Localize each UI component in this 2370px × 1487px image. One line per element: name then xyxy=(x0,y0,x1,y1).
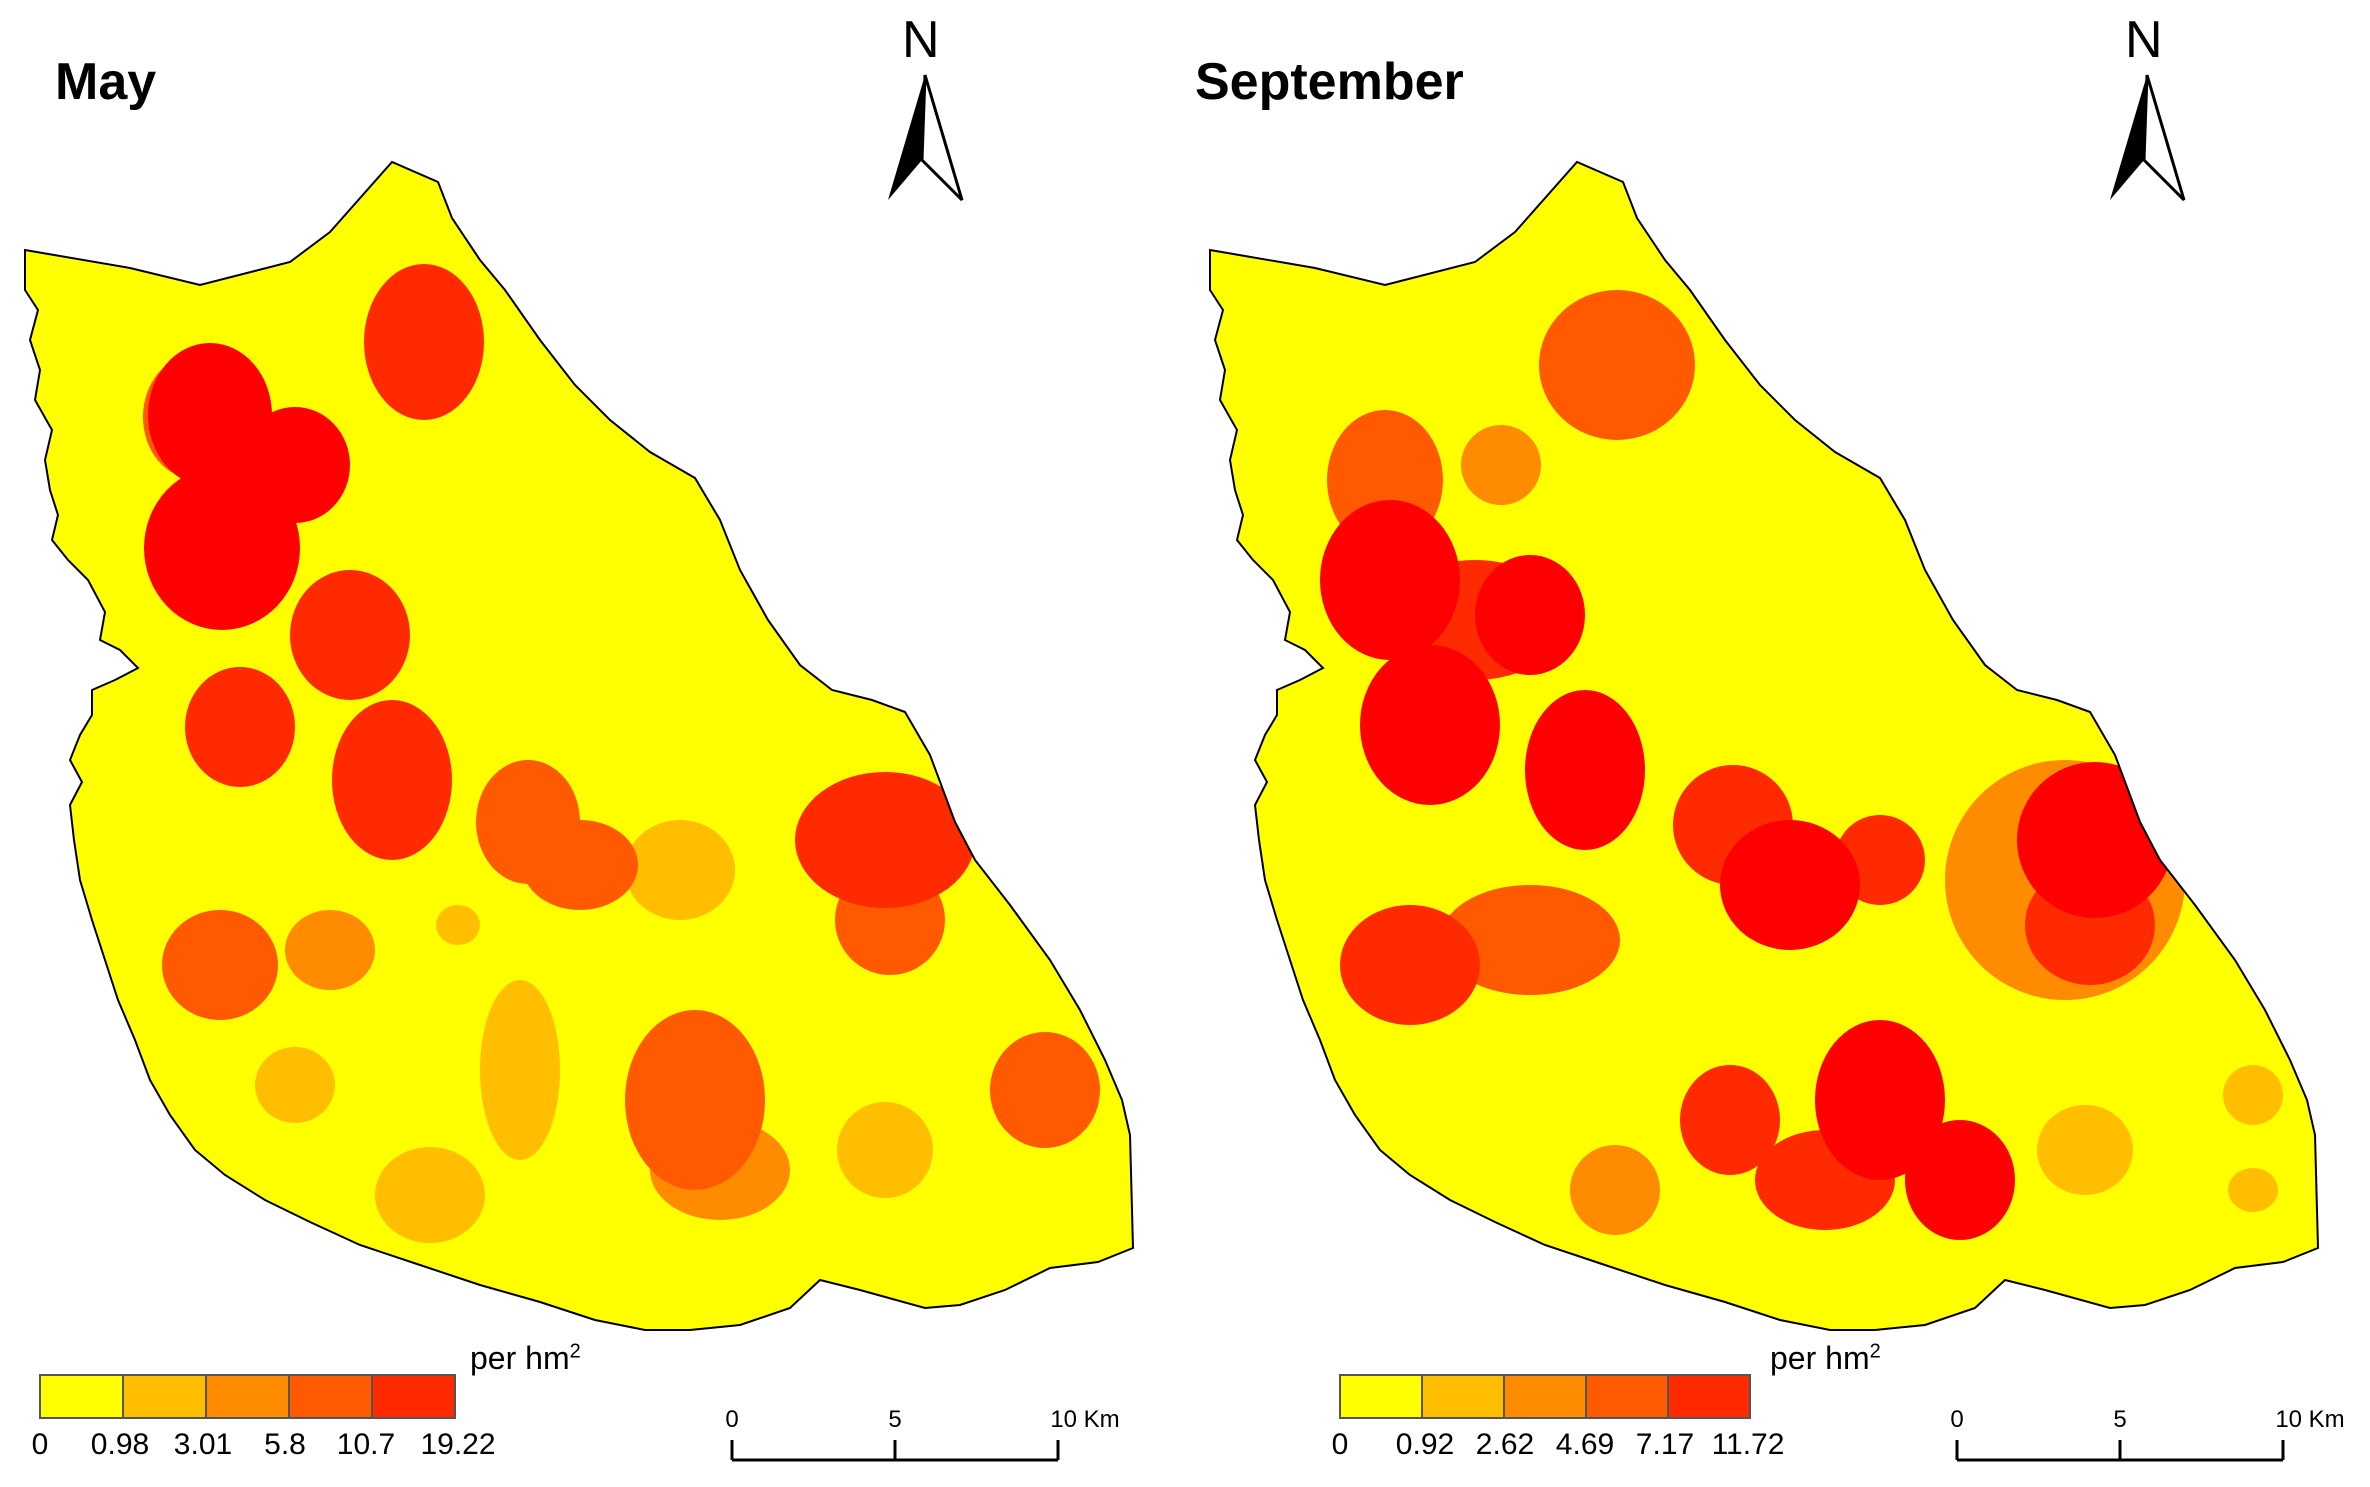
density-hotspot xyxy=(2223,1065,2283,1125)
density-hotspot xyxy=(375,1147,485,1243)
density-hotspots xyxy=(1320,290,2283,1240)
legend-tick-label: 11.72 xyxy=(1711,1428,1785,1461)
legend-tick-label: 7.17 xyxy=(1635,1428,1695,1461)
panel-title: May xyxy=(55,53,157,111)
study-area-outline xyxy=(1209,160,2320,1331)
density-hotspot xyxy=(522,820,638,910)
legend-unit: per hm2 xyxy=(470,1340,581,1376)
north-arrow-icon xyxy=(2110,74,2186,202)
density-hotspot xyxy=(1539,290,1695,440)
density-hotspot xyxy=(1320,500,1460,660)
legend-unit: per hm2 xyxy=(1770,1340,1881,1376)
north-label: N xyxy=(2125,11,2163,69)
scale-tick-label: 0 xyxy=(1950,1406,1964,1433)
scale-bar xyxy=(1955,1440,2285,1462)
legend-swatches xyxy=(39,1374,456,1419)
density-hotspot xyxy=(625,1010,765,1190)
density-hotspot xyxy=(1340,905,1480,1025)
legend-tick-label: 0 xyxy=(1331,1428,1349,1461)
map-panel-may: May N per hm2 0 0.98 3.01 5.8 10.7 19.22… xyxy=(24,11,1135,1462)
scale-tick-label: 5 xyxy=(888,1406,902,1433)
density-hotspot xyxy=(290,570,410,700)
density-hotspot xyxy=(1570,1145,1660,1235)
density-hotspot xyxy=(332,700,452,860)
scale-tick-label: 10 Km xyxy=(1050,1406,1120,1433)
density-hotspot xyxy=(148,343,272,487)
scale-bar xyxy=(730,1440,1060,1462)
density-hotspot xyxy=(480,980,560,1160)
legend-swatch xyxy=(1585,1374,1669,1419)
density-hotspot xyxy=(2037,1105,2133,1195)
density-hotspot xyxy=(1360,645,1500,805)
scale-tick-label: 10 Km xyxy=(2275,1406,2345,1433)
density-hotspot xyxy=(436,905,480,945)
legend-swatch xyxy=(1503,1374,1587,1419)
legend-tick-label: 10.7 xyxy=(336,1428,396,1461)
density-map xyxy=(1209,74,2320,1462)
density-hotspots xyxy=(143,264,1100,1243)
density-hotspot xyxy=(1680,1065,1780,1175)
density-hotspot xyxy=(1475,555,1585,675)
scale-tick-label: 5 xyxy=(2113,1406,2127,1433)
density-hotspot xyxy=(1905,1120,2015,1240)
legend-swatch xyxy=(39,1374,124,1419)
legend-tick-label: 0.92 xyxy=(1395,1428,1455,1461)
legend-swatch xyxy=(205,1374,290,1419)
legend-tick-label: 0 xyxy=(31,1428,49,1461)
legend-tick-label: 5.8 xyxy=(264,1428,306,1461)
density-hotspot xyxy=(990,1032,1100,1148)
density-hotspot xyxy=(185,667,295,787)
density-hotspot xyxy=(1815,1020,1945,1180)
density-hotspot xyxy=(1440,885,1620,995)
legend-tick-label: 2.62 xyxy=(1475,1428,1535,1461)
study-area-outline xyxy=(24,160,1135,1331)
legend-swatch xyxy=(122,1374,207,1419)
legend-tick-label: 3.01 xyxy=(173,1428,233,1461)
legend-swatches xyxy=(1339,1374,1751,1419)
density-hotspot xyxy=(625,820,735,920)
density-hotspot xyxy=(1525,690,1645,850)
legend-tick-label: 19.22 xyxy=(420,1428,496,1461)
density-hotspot xyxy=(162,910,278,1020)
legend-swatch xyxy=(371,1374,456,1419)
density-hotspot xyxy=(837,1102,933,1198)
density-hotspot xyxy=(285,910,375,990)
density-hotspot xyxy=(1461,425,1541,505)
north-label: N xyxy=(902,11,940,69)
legend-swatch xyxy=(1667,1374,1751,1419)
density-hotspot xyxy=(364,264,484,420)
legend-swatch xyxy=(1339,1374,1423,1419)
density-hotspot xyxy=(255,1047,335,1123)
legend-tick-label: 4.69 xyxy=(1555,1428,1615,1461)
legend-swatch xyxy=(288,1374,373,1419)
legend-swatch xyxy=(1421,1374,1505,1419)
density-hotspot xyxy=(1720,820,1860,950)
panel-title: September xyxy=(1195,53,1464,111)
north-arrow-icon xyxy=(888,74,964,202)
density-hotspot xyxy=(2228,1168,2278,1212)
legend-tick-label: 0.98 xyxy=(90,1428,150,1461)
map-panel-september: September N per hm2 0 0.92 2.62 4.69 7.1… xyxy=(1185,0,2370,1487)
scale-tick-label: 0 xyxy=(725,1406,739,1433)
density-hotspot xyxy=(795,772,975,908)
density-hotspot xyxy=(240,407,350,523)
density-map xyxy=(24,74,1135,1462)
